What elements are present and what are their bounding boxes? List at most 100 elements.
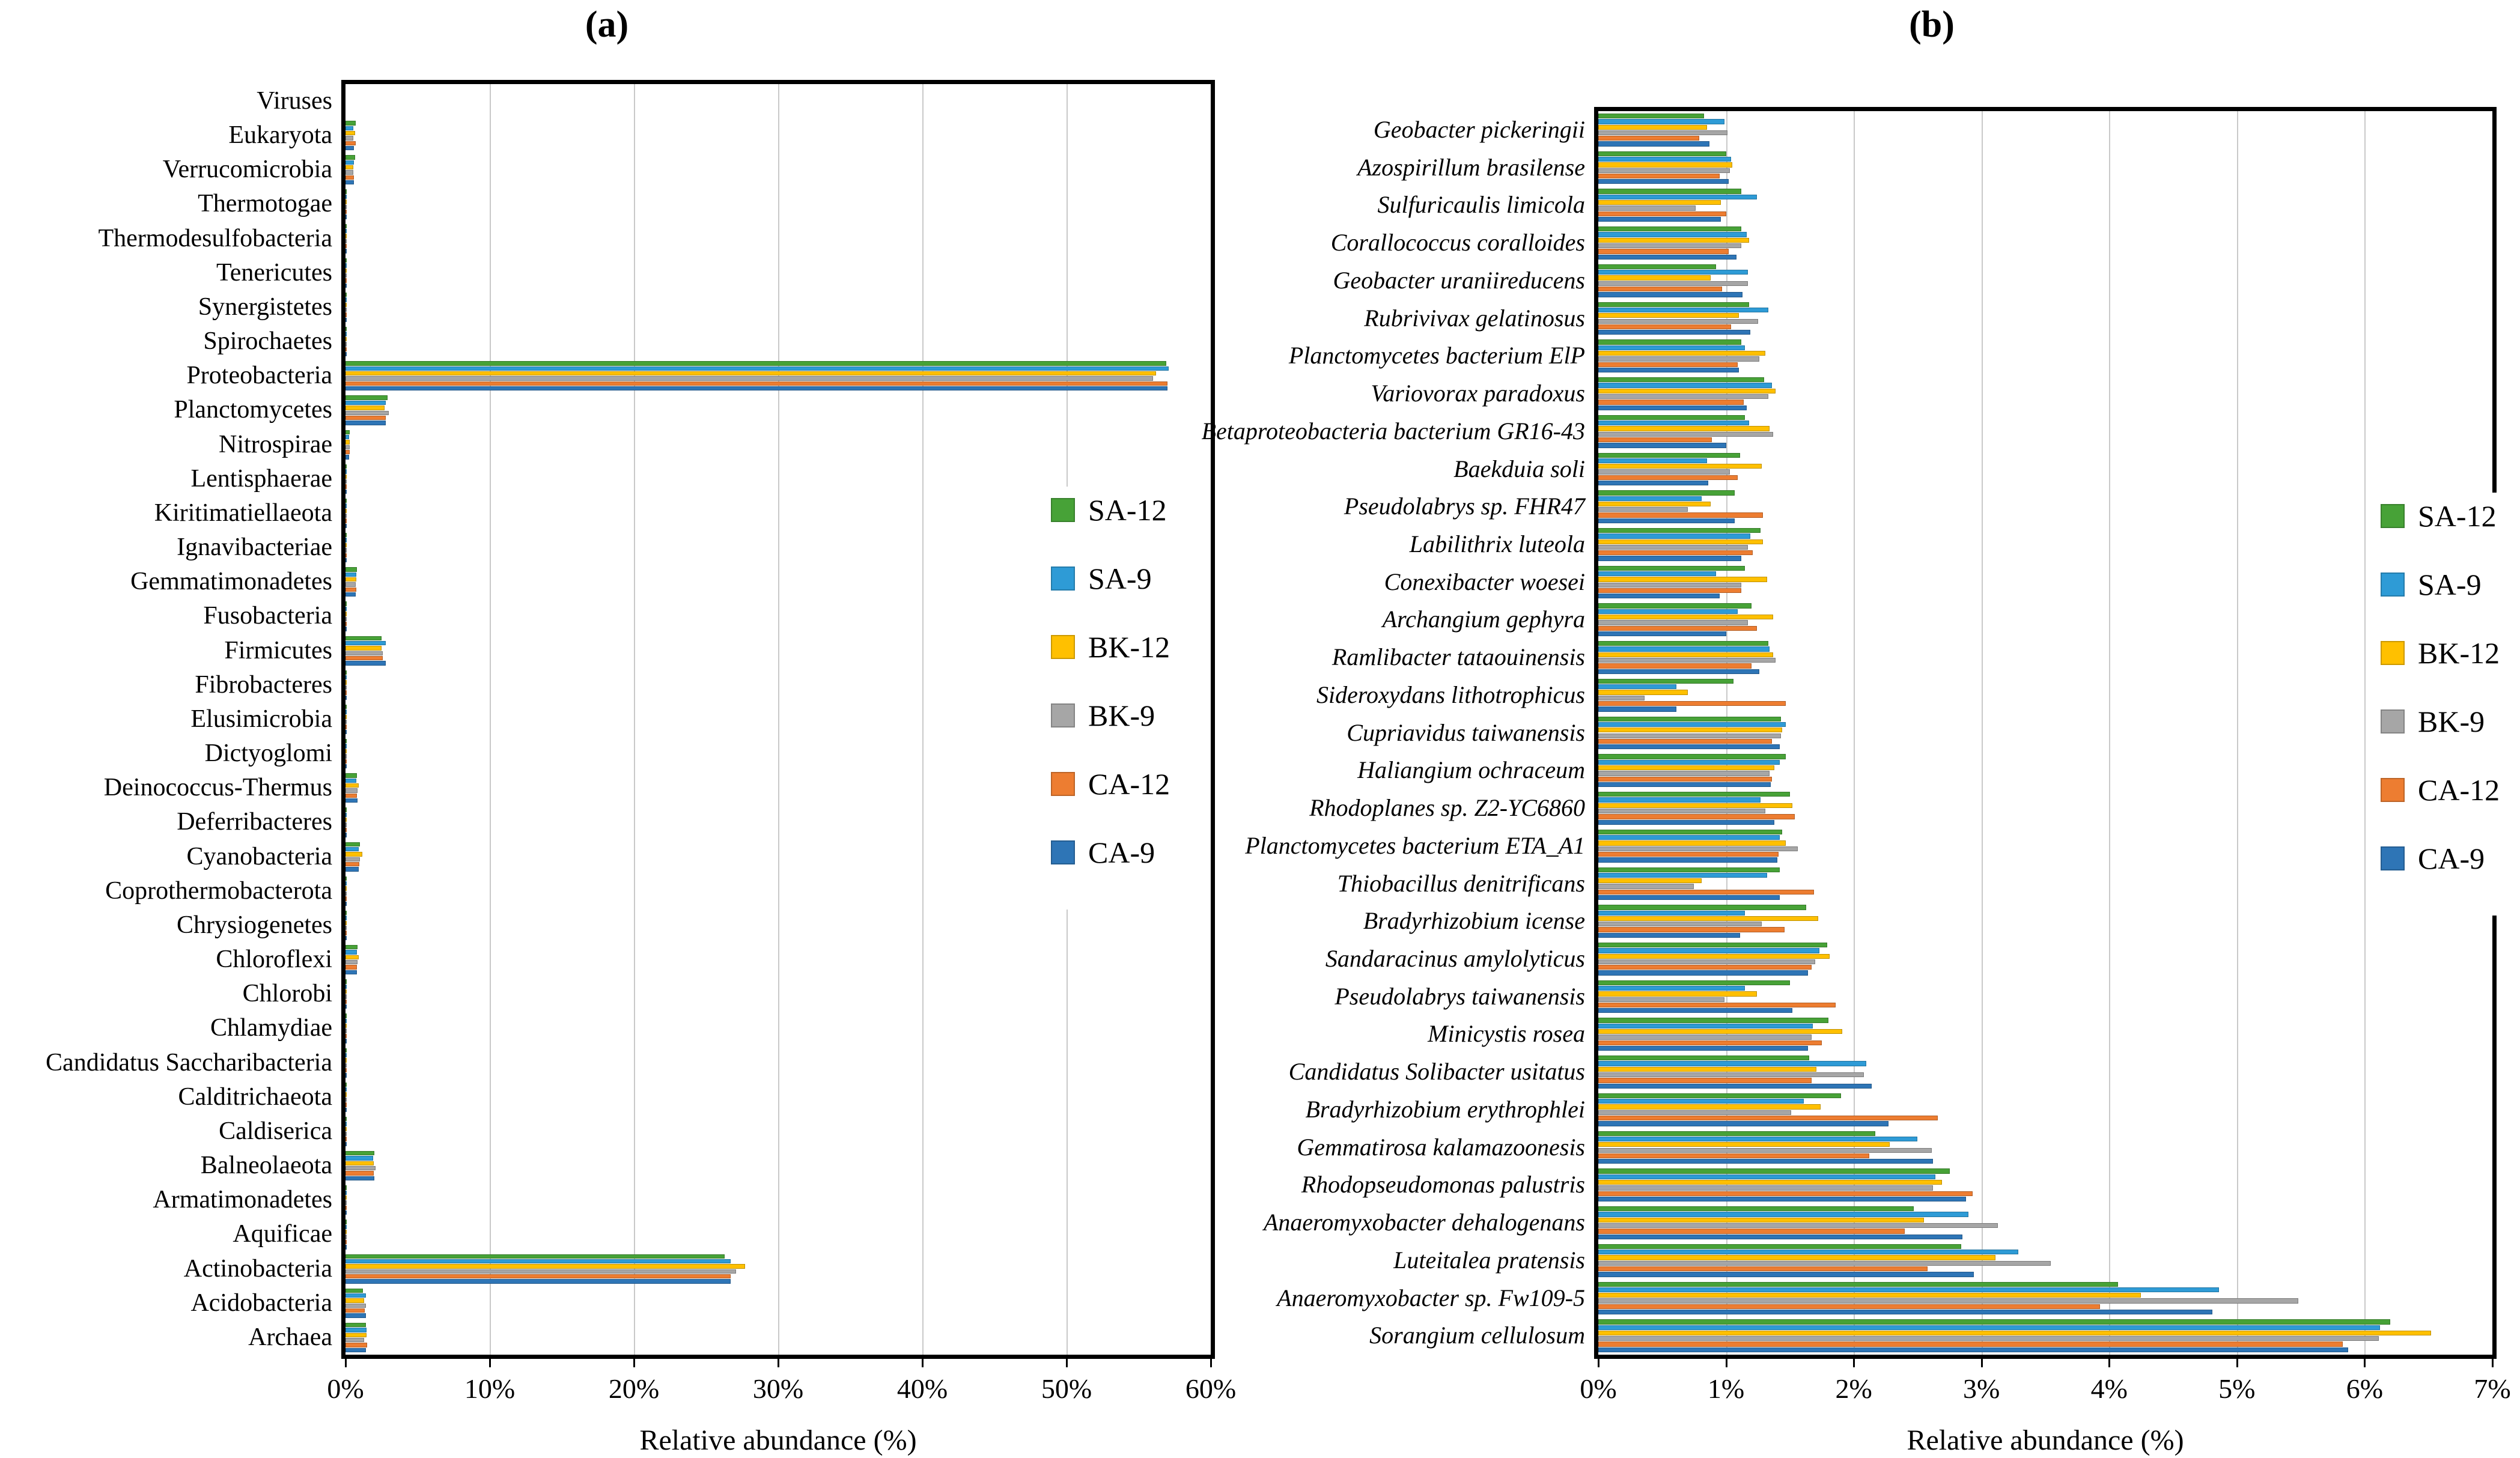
legend-label: CA-12	[1088, 767, 1170, 801]
category-label: Geobacter pickeringii	[1373, 116, 1585, 143]
bar	[1598, 1002, 1836, 1008]
category-label: Pseudolabrys taiwanensis	[1335, 982, 1585, 1010]
bar	[345, 278, 347, 283]
bar	[1598, 157, 1732, 162]
bar	[1598, 1131, 1876, 1136]
bar	[345, 592, 356, 597]
bar	[1598, 367, 1739, 373]
axis-tick-label: 6%	[2346, 1373, 2384, 1404]
bar	[1598, 927, 1785, 932]
legend-label: BK-9	[2418, 705, 2485, 738]
bar	[345, 366, 1169, 371]
bar	[1598, 846, 1798, 851]
bar	[1598, 1121, 1888, 1126]
bar	[1598, 307, 1768, 313]
bar	[345, 371, 1156, 376]
bar	[1598, 130, 1727, 136]
bar	[345, 1298, 365, 1303]
bar	[345, 675, 347, 680]
bar	[1598, 878, 1702, 884]
bar	[345, 852, 362, 857]
bar	[1598, 808, 1766, 814]
bar	[345, 136, 354, 141]
bar	[345, 1303, 366, 1308]
bar	[1598, 496, 1702, 501]
bar	[1598, 1078, 1812, 1083]
bar	[1598, 1018, 1828, 1023]
bar	[1598, 1244, 1961, 1250]
bar	[1598, 179, 1729, 184]
bar	[345, 455, 349, 460]
bar	[345, 508, 347, 514]
bar	[345, 1013, 347, 1018]
bar	[345, 189, 347, 194]
bar	[345, 336, 347, 342]
bar	[345, 935, 347, 941]
category-label: Thermotogae	[198, 190, 332, 218]
bar	[345, 670, 347, 675]
bar	[1598, 754, 1786, 759]
bar	[345, 229, 347, 234]
category-label: Aquificae	[233, 1220, 332, 1248]
bar	[1598, 533, 1750, 539]
category-label: Thiobacillus denitrificans	[1337, 869, 1585, 897]
bar	[345, 1048, 347, 1052]
bar	[345, 1190, 347, 1195]
category-label: Planctomycetes	[174, 396, 332, 424]
bar	[345, 1274, 731, 1279]
bar	[345, 1097, 347, 1102]
bar	[345, 773, 358, 778]
bar	[345, 979, 347, 984]
bar	[1598, 582, 1742, 588]
bar	[1598, 1206, 1914, 1212]
bar	[345, 577, 356, 582]
legend-swatch-bk-9	[1051, 703, 1075, 727]
bar	[1598, 1136, 1918, 1142]
x-axis-title: Relative abundance (%)	[1907, 1424, 2184, 1456]
bar	[1598, 625, 1757, 631]
bar	[345, 1039, 347, 1043]
bar	[345, 764, 347, 769]
bar	[1598, 1104, 1821, 1110]
bar	[345, 881, 347, 886]
legend-swatch-sa-9	[1051, 566, 1075, 591]
gridline	[490, 84, 491, 1355]
bar	[345, 312, 347, 317]
bar	[345, 567, 358, 572]
bar	[345, 381, 1167, 386]
category-label: Sandaracinus amylolyticus	[1325, 945, 1585, 972]
axis-tick-label: 60%	[1185, 1373, 1237, 1404]
bar	[1598, 1223, 1998, 1229]
axis-tick	[1210, 1359, 1212, 1367]
bar	[345, 754, 347, 759]
bar	[345, 994, 347, 999]
bar	[345, 1137, 347, 1141]
bar	[1598, 1153, 1869, 1159]
bar	[1598, 1266, 1928, 1272]
bar	[345, 170, 354, 175]
bar	[1598, 916, 1818, 922]
axis-tick	[2364, 1359, 2366, 1367]
bar	[345, 469, 347, 474]
axis-tick	[345, 1359, 347, 1367]
category-label: Archangium gephyra	[1382, 606, 1585, 633]
bar	[345, 955, 359, 960]
bar	[345, 1200, 347, 1205]
bar	[345, 180, 355, 185]
bar	[1598, 1040, 1822, 1045]
bar	[345, 920, 347, 925]
bar	[345, 1004, 347, 1009]
bar	[1598, 851, 1779, 857]
bar	[345, 194, 347, 199]
bar	[1598, 211, 1726, 216]
bar	[345, 572, 356, 577]
bar	[1598, 1116, 1938, 1121]
bar	[345, 1235, 347, 1239]
axis-tick-label: 20%	[608, 1373, 660, 1404]
category-label: Cyanobacteria	[186, 842, 332, 870]
bar	[345, 827, 347, 833]
axis-tick-label: 40%	[896, 1373, 948, 1404]
bar	[1598, 388, 1776, 393]
bar	[345, 273, 347, 278]
bar	[345, 1259, 731, 1264]
